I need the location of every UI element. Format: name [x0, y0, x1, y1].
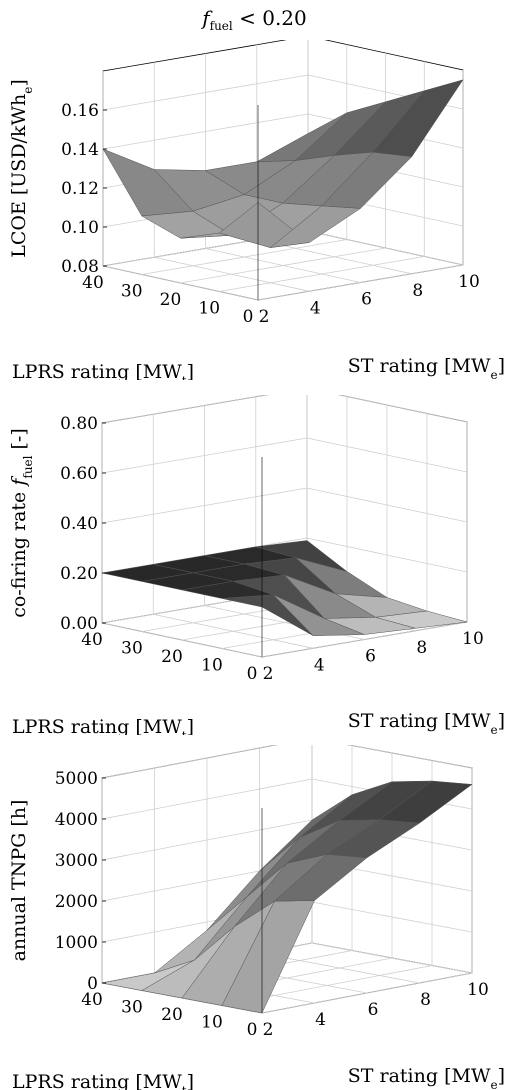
x-tick-label: 8: [412, 281, 423, 301]
y-gridline: [261, 768, 473, 1014]
surface-patch: [372, 79, 464, 157]
z-tick-label: 0.00: [60, 614, 98, 634]
z-tick-label: 0.14: [61, 140, 99, 160]
y-gridline: [141, 44, 348, 275]
x-tick-label: 6: [368, 1000, 379, 1020]
z-tick-label: 0.16: [61, 101, 99, 121]
x-axis-label: ST rating [MWe]: [348, 1065, 505, 1090]
z-tick-label: 0.60: [60, 464, 98, 484]
z-axis-label: LCOE [USD/kWhe]: [8, 79, 35, 258]
y-tick-label: 0: [247, 1020, 258, 1040]
z-gridline: [101, 395, 468, 424]
surface-patch: [375, 610, 468, 629]
y-tick-label: 10: [201, 1013, 223, 1033]
y-tick-label: 20: [160, 290, 182, 310]
y-tick-label: 10: [201, 656, 223, 676]
x-axis-label: ST rating [MWe]: [348, 710, 505, 735]
z-tick-label: 0: [87, 974, 98, 994]
z-tick-label: 2000: [55, 892, 98, 912]
figure-title: ffuel < 0.20: [202, 6, 307, 33]
y-tick-label: 0: [247, 664, 258, 684]
cofiring-rate-surface-chart: 0.00 0.20 0.40 0.60 0.80 2 4 6 8 10 0 10 20 30 40 ST ra…: [8, 395, 505, 735]
z-axis-label: co-firing rate ffuel [-]: [8, 428, 35, 618]
z-tick-label: 0.20: [60, 564, 98, 584]
z-axis-label: annual TNPG [h]: [8, 800, 30, 962]
x-tick-label: 4: [310, 298, 321, 318]
z-gridline: [101, 745, 473, 779]
y-tick-label: 10: [198, 299, 220, 319]
y-tick-label: 40: [81, 990, 103, 1010]
x-tick-label: 4: [314, 655, 325, 675]
x-tick-label: 10: [467, 980, 489, 1000]
z-tick-label: 0.08: [61, 257, 99, 277]
z-tick-label: 3000: [55, 851, 98, 871]
x-tick-label: 6: [361, 290, 372, 310]
x-tick-label: 10: [462, 629, 484, 649]
x-tick-label: 6: [365, 647, 376, 667]
y-gridline: [257, 70, 464, 301]
x-axis-label: ST rating [MWe]: [348, 355, 505, 380]
z-tick-label: 0.40: [60, 514, 98, 534]
z-tick-label: 0.80: [60, 414, 98, 434]
y-axis-label: LPRS rating [MWt]: [12, 1071, 194, 1090]
x-tick-label: 2: [263, 1020, 274, 1040]
x-tick-label: 2: [259, 307, 270, 327]
y-tick-label: 30: [121, 998, 143, 1018]
y-axis-label: LPRS rating [MWt]: [12, 361, 194, 380]
x-tick-label: 8: [416, 638, 427, 658]
x-tick-label: 8: [420, 990, 431, 1010]
y-axis-label: LPRS rating [MWt]: [12, 716, 194, 735]
x-tick-label: 2: [263, 664, 274, 684]
y-gridline: [221, 760, 433, 1006]
tnpg-surface-chart: 0 1000 2000 3000 4000 5000 2 4 6 8 10 0 10 20 30 40 ST r…: [8, 745, 505, 1090]
y-tick-label: 40: [81, 630, 103, 650]
y-tick-label: 20: [161, 647, 183, 667]
z-tick-label: 5000: [55, 769, 98, 789]
x-tick-label: 10: [458, 272, 480, 292]
y-tick-label: 30: [121, 282, 143, 302]
y-tick-label: 40: [82, 273, 104, 293]
z-tick-label: 4000: [55, 810, 98, 830]
z-tick-label: 0.12: [61, 179, 99, 199]
z-tick-label: 0.10: [61, 218, 99, 238]
y-tick-label: 20: [161, 1005, 183, 1025]
x-tick-label: 4: [315, 1010, 326, 1030]
z-tick-label: 1000: [55, 933, 98, 953]
lcoe-surface-chart: 0.08 0.10 0.12 0.14 0.16 2 4 6 8 10 0 10 20 30 40 ST ra…: [8, 40, 505, 380]
surface-patch: [378, 780, 473, 824]
y-tick-label: 30: [121, 639, 143, 659]
y-tick-label: 0: [243, 307, 254, 327]
